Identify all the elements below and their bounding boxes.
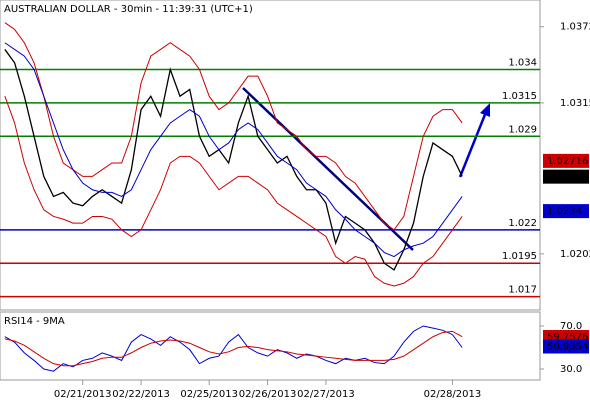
price-marker bbox=[543, 339, 589, 354]
level-label: 1.0315 bbox=[502, 91, 537, 102]
forecast-arrow bbox=[458, 111, 488, 178]
x-tick-label: 02/26/2013 bbox=[239, 389, 297, 400]
level-label: 1.0195 bbox=[502, 251, 537, 262]
x-tick-label: 02/27/2013 bbox=[297, 389, 355, 400]
y-tick-label: 1.0372 bbox=[560, 22, 590, 33]
arrow-head bbox=[480, 103, 490, 117]
rsi-panel bbox=[0, 311, 541, 381]
price-marker-label: 1.02716 bbox=[547, 156, 588, 167]
price-marker-label: 50.9354 bbox=[547, 341, 588, 352]
y-tick-label: 1.0315 bbox=[560, 98, 590, 109]
price-marker-label: 1.0234 bbox=[547, 206, 582, 217]
price-marker-label: 1.02598 bbox=[547, 172, 588, 183]
y-tick-label: 70.0 bbox=[560, 321, 582, 332]
price-marker bbox=[543, 153, 589, 168]
x-tick-label: 02/21/2013 bbox=[54, 389, 112, 400]
level-label: 1.029 bbox=[508, 124, 537, 135]
series-line bbox=[4, 22, 463, 231]
price-marker bbox=[543, 204, 589, 219]
y-tick-label: 1.0202 bbox=[560, 249, 590, 260]
series-line bbox=[4, 96, 463, 287]
level-label: 1.022 bbox=[508, 218, 537, 229]
x-tick-label: 02/28/2013 bbox=[424, 389, 482, 400]
series-line bbox=[4, 49, 463, 271]
panel-title: AUSTRALIAN DOLLAR - 30min - 11:39:31 (UT… bbox=[4, 4, 253, 15]
price-marker-label: 59.7576 bbox=[547, 332, 588, 343]
x-tick-label: 02/25/2013 bbox=[180, 389, 238, 400]
price-marker bbox=[543, 169, 589, 184]
series-line bbox=[4, 325, 463, 372]
level-label: 1.034 bbox=[508, 57, 537, 68]
level-label: 1.017 bbox=[508, 285, 537, 296]
x-tick-label: 02/22/2013 bbox=[112, 389, 170, 400]
series-line bbox=[4, 330, 463, 367]
y-tick-label: 30.0 bbox=[560, 364, 582, 375]
panel-title: RSI14 - 9MA bbox=[4, 316, 65, 327]
series-line bbox=[4, 42, 463, 258]
